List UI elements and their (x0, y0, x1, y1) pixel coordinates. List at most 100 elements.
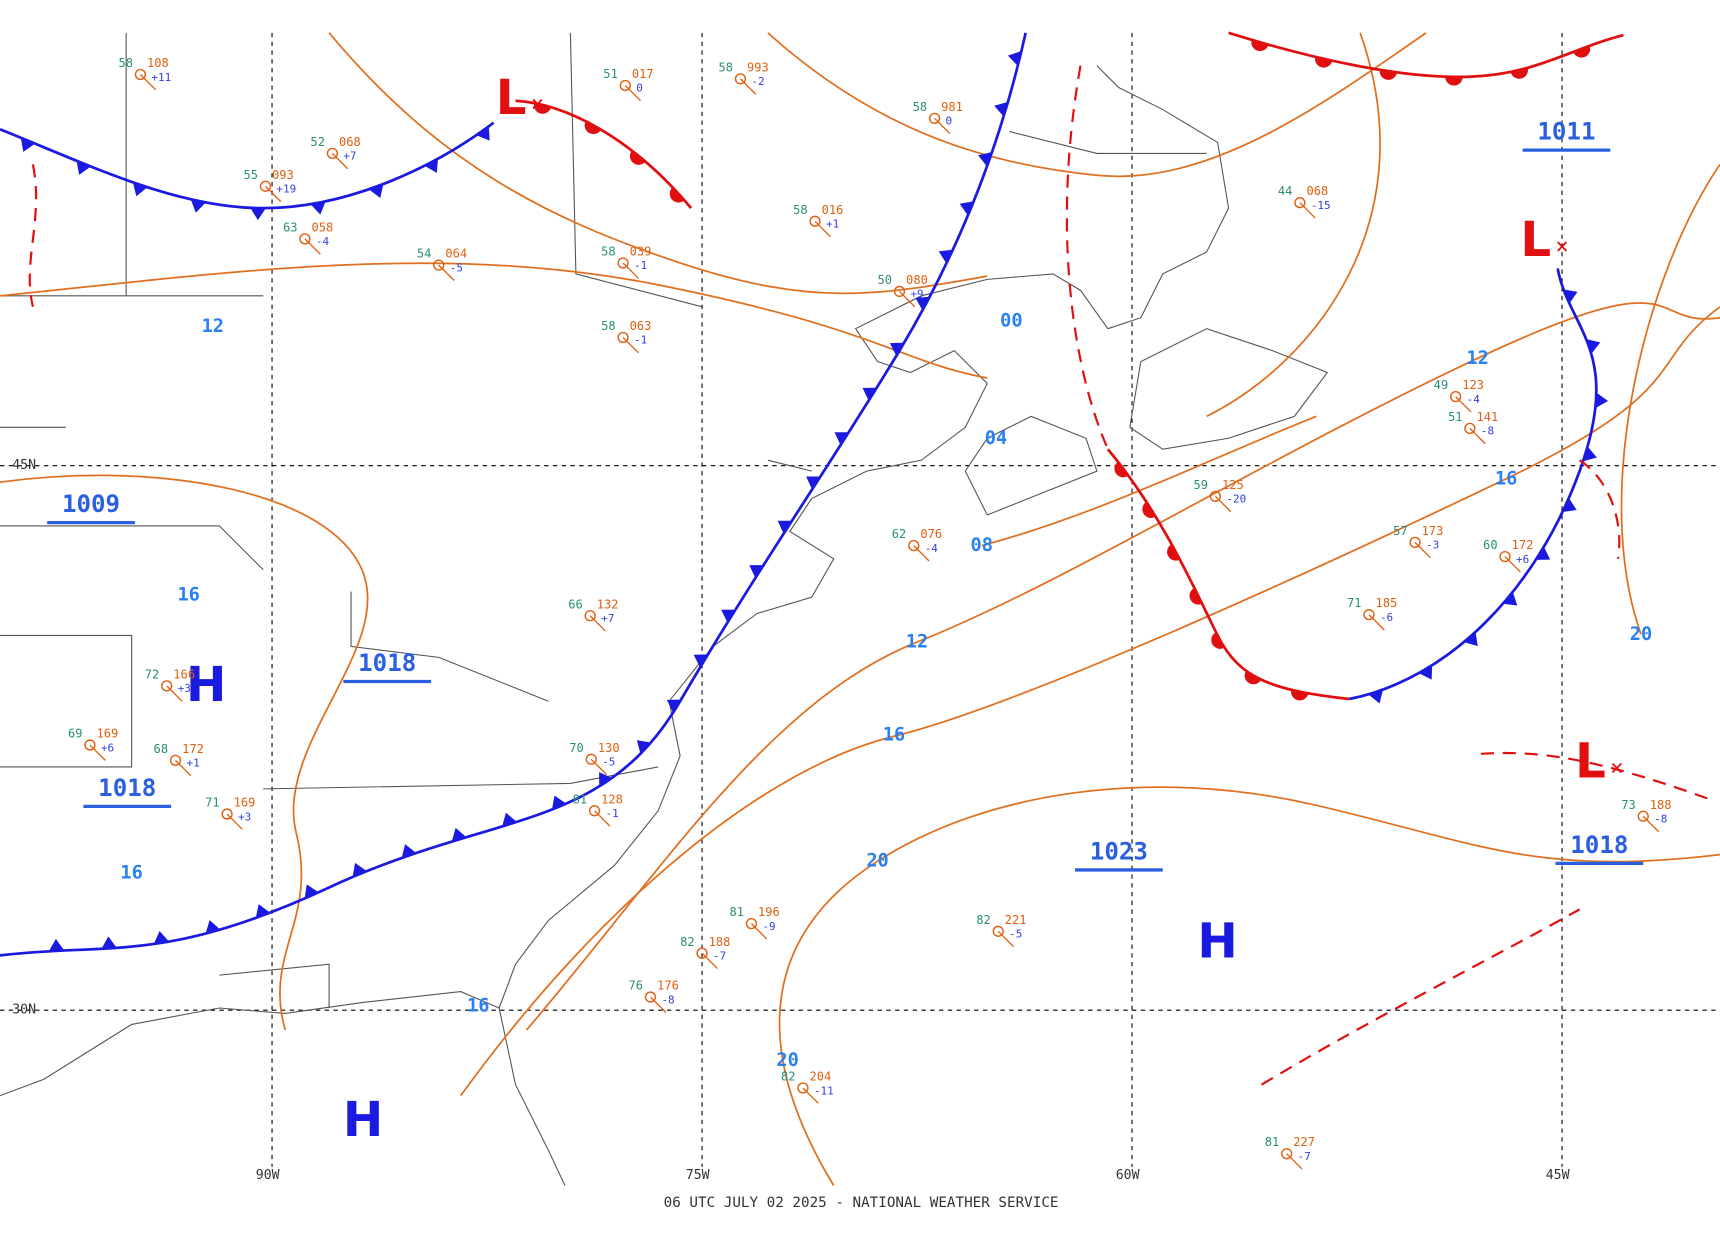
station-temp: 57 (1393, 524, 1408, 538)
pressure-value: 1018 (1570, 831, 1628, 859)
wind-barb (1299, 202, 1316, 219)
station-plot: 58 108+11 (118, 56, 171, 91)
station-tendency: -4 (316, 235, 330, 248)
wind-barb (589, 615, 606, 632)
station-circle (696, 947, 708, 959)
front-triangle (806, 476, 821, 490)
station-circle (644, 991, 657, 1003)
station-circle (221, 808, 233, 820)
station-plot: 59 125-20 (1193, 478, 1246, 513)
isobar-label: 20 (776, 1050, 798, 1071)
station-plot: 44 068-15 (1278, 184, 1331, 219)
front-triangle (721, 609, 736, 623)
station-circle (734, 73, 747, 85)
front-triangle (76, 160, 91, 175)
front-semicircle (1315, 56, 1333, 68)
wind-barb (622, 336, 639, 354)
station-pressure: 221 (1005, 913, 1027, 927)
front-semicircle (1167, 544, 1180, 561)
grid-label: 75W (686, 1168, 710, 1183)
front-triangle (502, 812, 517, 827)
pressure-value: 1023 (1090, 837, 1148, 865)
front-triangle (959, 201, 974, 216)
station-pressure: 172 (182, 742, 204, 756)
wind-barb (934, 117, 951, 135)
station-pressure: 125 (1222, 478, 1244, 492)
wind-barb (438, 264, 455, 281)
front-triangle (1595, 392, 1609, 408)
station-plot: 54 064-5 (417, 247, 467, 281)
front-semicircle (1379, 69, 1398, 80)
station-pressure: 076 (920, 527, 942, 541)
station-pressure: 063 (630, 319, 652, 333)
pressure-value: 1009 (62, 490, 120, 518)
wind-barb (1642, 815, 1660, 833)
station-plot: 66 132+7 (568, 597, 619, 632)
isobar-label: 20 (866, 851, 888, 872)
station-pressure: 016 (822, 203, 844, 217)
center-x: × (531, 92, 544, 117)
station-pressure: 080 (906, 273, 928, 287)
front-semicircle (1211, 632, 1225, 649)
wind-barb (701, 952, 718, 970)
isobar-label: 08 (971, 535, 993, 556)
front-semicircle (1114, 461, 1129, 478)
station-temp: 55 (244, 168, 259, 182)
isobar-label: 12 (202, 316, 224, 337)
front-triangle (862, 387, 877, 401)
station-tendency: -4 (1467, 393, 1481, 406)
front-triangle (205, 920, 221, 934)
station-temp: 49 (1434, 378, 1449, 392)
station-tendency: +1 (826, 218, 839, 231)
station-pressure: 169 (234, 796, 256, 810)
station-pressure: 227 (1293, 1135, 1315, 1149)
labels: 90W 75W 60W 45W 45N 30N 1009 1018 1018 1011 1023 10… (12, 56, 1671, 1183)
wind-barb (89, 744, 106, 761)
station-temp: 58 (793, 203, 808, 217)
station-tendency: -8 (1654, 813, 1667, 826)
front-triangle (153, 930, 170, 945)
front-semicircle (1251, 39, 1269, 52)
isobars (0, 32, 1720, 1186)
front-triangle (666, 699, 682, 713)
station-plot: 57 173-3 (1393, 524, 1443, 559)
station-temp: 59 (1193, 478, 1208, 492)
front-triangle (552, 795, 567, 810)
front-triangle (889, 342, 905, 356)
center-symbol: H (343, 1092, 383, 1148)
station-temp: 51 (1448, 410, 1463, 424)
wind-barb (997, 930, 1015, 948)
station-tendency: -9 (762, 920, 775, 933)
station-tendency: -5 (450, 261, 463, 274)
wind-barb (1286, 1153, 1303, 1170)
station-circle (134, 68, 147, 81)
station-pressure: 176 (657, 979, 679, 993)
isobar-label: 00 (1000, 311, 1022, 332)
station-plot: 62 076-4 (892, 527, 942, 562)
front-semicircle (1142, 501, 1156, 519)
front-semicircle (1573, 45, 1591, 58)
station-circle (1209, 490, 1222, 502)
front-triangle (693, 654, 708, 668)
station-tendency: +7 (601, 612, 614, 625)
wind-barb (802, 1087, 819, 1104)
trough (1480, 751, 1712, 801)
station-circle (588, 805, 601, 817)
station-plot: 72 166+3 (145, 667, 195, 702)
station-temp: 81 (729, 905, 744, 919)
wind-barb (899, 290, 916, 308)
station-pressure: 185 (1376, 596, 1398, 610)
front-semicircle (669, 187, 685, 203)
station-plot: 58 016+1 (793, 203, 844, 238)
station-pressure: 064 (445, 247, 467, 261)
station-pressure: 058 (312, 220, 334, 234)
wind-barb (1469, 427, 1486, 445)
front-triangle (20, 137, 36, 152)
station-plot: 71 185-6 (1347, 596, 1398, 631)
coastlines (0, 32, 1329, 1186)
grid-label: 30N (12, 1003, 36, 1018)
station-plot: 82 188-7 (680, 935, 730, 970)
station-circle (908, 539, 920, 552)
station-circle (617, 257, 629, 269)
